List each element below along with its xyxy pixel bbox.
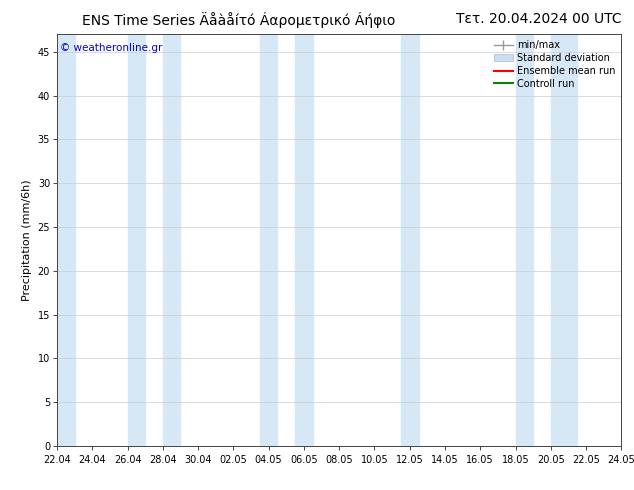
Text: © weatheronline.gr: © weatheronline.gr xyxy=(60,43,162,52)
Bar xyxy=(57,34,75,446)
Bar xyxy=(401,34,418,446)
Text: ENS Time Series Äåàåíτό Áαρομετρικό Áήφιο: ENS Time Series Äåàåíτό Áαρομετρικό Áήφι… xyxy=(82,12,396,28)
Text: Τετ. 20.04.2024 00 UTC: Τετ. 20.04.2024 00 UTC xyxy=(456,12,622,26)
Bar xyxy=(295,34,313,446)
Legend: min/max, Standard deviation, Ensemble mean run, Controll run: min/max, Standard deviation, Ensemble me… xyxy=(489,36,619,93)
Bar xyxy=(127,34,145,446)
Bar xyxy=(163,34,181,446)
Bar xyxy=(515,34,533,446)
Bar xyxy=(260,34,278,446)
Bar xyxy=(551,34,577,446)
Y-axis label: Precipitation (mm/6h): Precipitation (mm/6h) xyxy=(22,179,32,301)
